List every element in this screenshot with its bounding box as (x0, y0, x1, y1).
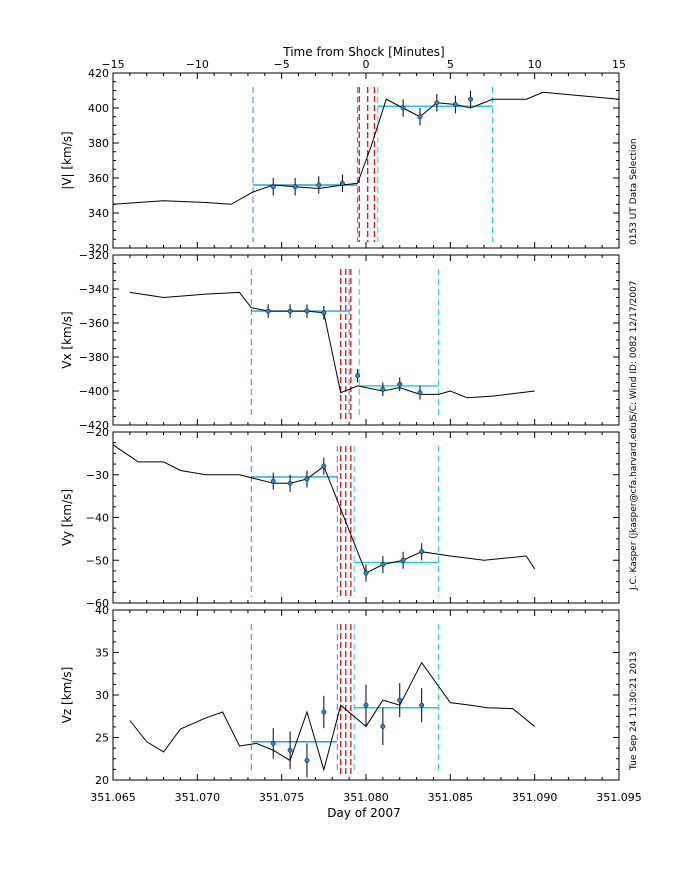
y-tick-label: 360 (88, 172, 109, 185)
data-point (380, 562, 386, 567)
data-point (397, 697, 403, 703)
y-tick-label: −50 (86, 554, 109, 567)
top-tick-label: 5 (447, 58, 454, 71)
data-point (304, 758, 310, 763)
y-tick-label: −400 (79, 385, 109, 398)
x-tick-label: 351.090 (512, 791, 558, 804)
y-tick-label: 320 (88, 242, 109, 255)
y-tick-label: −380 (79, 351, 109, 364)
side-note-author: J.C. Kasper (jkasper@cfa.harvard.edu) (629, 419, 639, 591)
data-point (270, 184, 276, 190)
data-point (434, 100, 440, 106)
data-point (363, 570, 369, 576)
y-tick-label: 340 (88, 207, 109, 220)
data-point (380, 386, 386, 392)
panel-vz: 20 25 30 35 40 Vz [km/s] (60, 604, 620, 787)
top-tick-label: 15 (612, 58, 626, 71)
x-tick-label: 351.080 (343, 791, 389, 804)
top-tick-label: 10 (528, 58, 542, 71)
panel-vy: −60 −50 −40 −30 −20 Vy [km/s] (60, 426, 620, 610)
panel-speed-magnitude: 320 340 360 380 400 420 |V| [km/s] (60, 67, 620, 255)
data-point (304, 308, 310, 314)
data-point (321, 310, 327, 316)
bottom-day-axis: 351.065 351.070 351.075 351.080 351.085 351.0… (90, 791, 642, 804)
data-point (417, 114, 423, 120)
data-point (363, 702, 369, 708)
y-tick-label: −40 (86, 512, 109, 525)
data-point (321, 709, 327, 715)
y-axis-title: Vz [km/s] (60, 667, 74, 724)
data-point (292, 184, 298, 190)
y-tick-label: 380 (88, 137, 109, 150)
top-time-axis: −15 −10 −5 0 5 10 15 (101, 58, 626, 71)
y-tick-label: −360 (79, 317, 109, 330)
data-point (287, 747, 293, 753)
x-tick-label: 351.075 (259, 791, 305, 804)
y-tick-label: 25 (95, 732, 109, 745)
y-tick-label: 20 (95, 774, 109, 787)
panel-vx: −420 −400 −380 −360 −340 −320 Vx [km/s] (60, 249, 620, 432)
data-point (304, 476, 310, 482)
data-point (287, 308, 293, 314)
y-tick-label: 400 (88, 102, 109, 115)
series-line (129, 291, 535, 399)
data-point (287, 480, 293, 486)
y-axis-title: Vx [km/s] (60, 311, 74, 368)
x-tick-label: 351.095 (596, 791, 642, 804)
data-point (468, 96, 474, 102)
y-tick-label: −60 (86, 597, 109, 610)
series-line (129, 661, 535, 772)
data-point (419, 549, 425, 555)
data-point (316, 182, 322, 188)
data-point (380, 724, 386, 729)
data-point (400, 557, 406, 563)
y-tick-label: −320 (79, 249, 109, 262)
y-tick-label: −420 (79, 419, 109, 432)
data-point (339, 180, 345, 186)
data-point (270, 478, 276, 484)
top-tick-label: −15 (101, 58, 124, 71)
side-note-timestamp: Tue Sep 24 11:30:21 2013 (629, 651, 639, 771)
data-point (400, 105, 406, 111)
y-tick-label: 40 (95, 604, 109, 617)
y-tick-label: −30 (86, 469, 109, 482)
data-point (419, 702, 425, 708)
y-tick-label: −340 (79, 283, 109, 296)
y-tick-label: 420 (88, 67, 109, 80)
bottom-axis-title: Day of 2007 (327, 806, 400, 820)
data-point (321, 463, 327, 469)
series-line (112, 444, 536, 574)
top-axis-title: Time from Shock [Minutes] (282, 45, 444, 59)
panel-frame (112, 254, 620, 426)
data-point (265, 308, 271, 314)
data-point (355, 373, 361, 379)
data-point (452, 102, 458, 107)
data-point (270, 741, 276, 746)
y-tick-label: 35 (95, 647, 109, 660)
x-tick-label: 351.085 (428, 791, 474, 804)
top-tick-label: −5 (274, 58, 290, 71)
x-tick-label: 351.070 (175, 791, 221, 804)
top-tick-label: 0 (363, 58, 370, 71)
top-tick-label: −10 (186, 58, 209, 71)
side-note-selection: 0153 UT Data Selection (629, 138, 639, 245)
y-tick-label: 30 (95, 689, 109, 702)
series-line (112, 91, 620, 205)
y-axis-title: |V| [km/s] (60, 131, 74, 189)
data-point (417, 390, 423, 396)
data-point (397, 381, 403, 387)
x-tick-label: 351.065 (90, 791, 136, 804)
side-note-spacecraft: S/C: Wind ID: 0082 12/17/2007 (629, 280, 639, 420)
y-axis-title: Vy [km/s] (60, 489, 74, 546)
y-tick-label: −20 (86, 426, 109, 439)
